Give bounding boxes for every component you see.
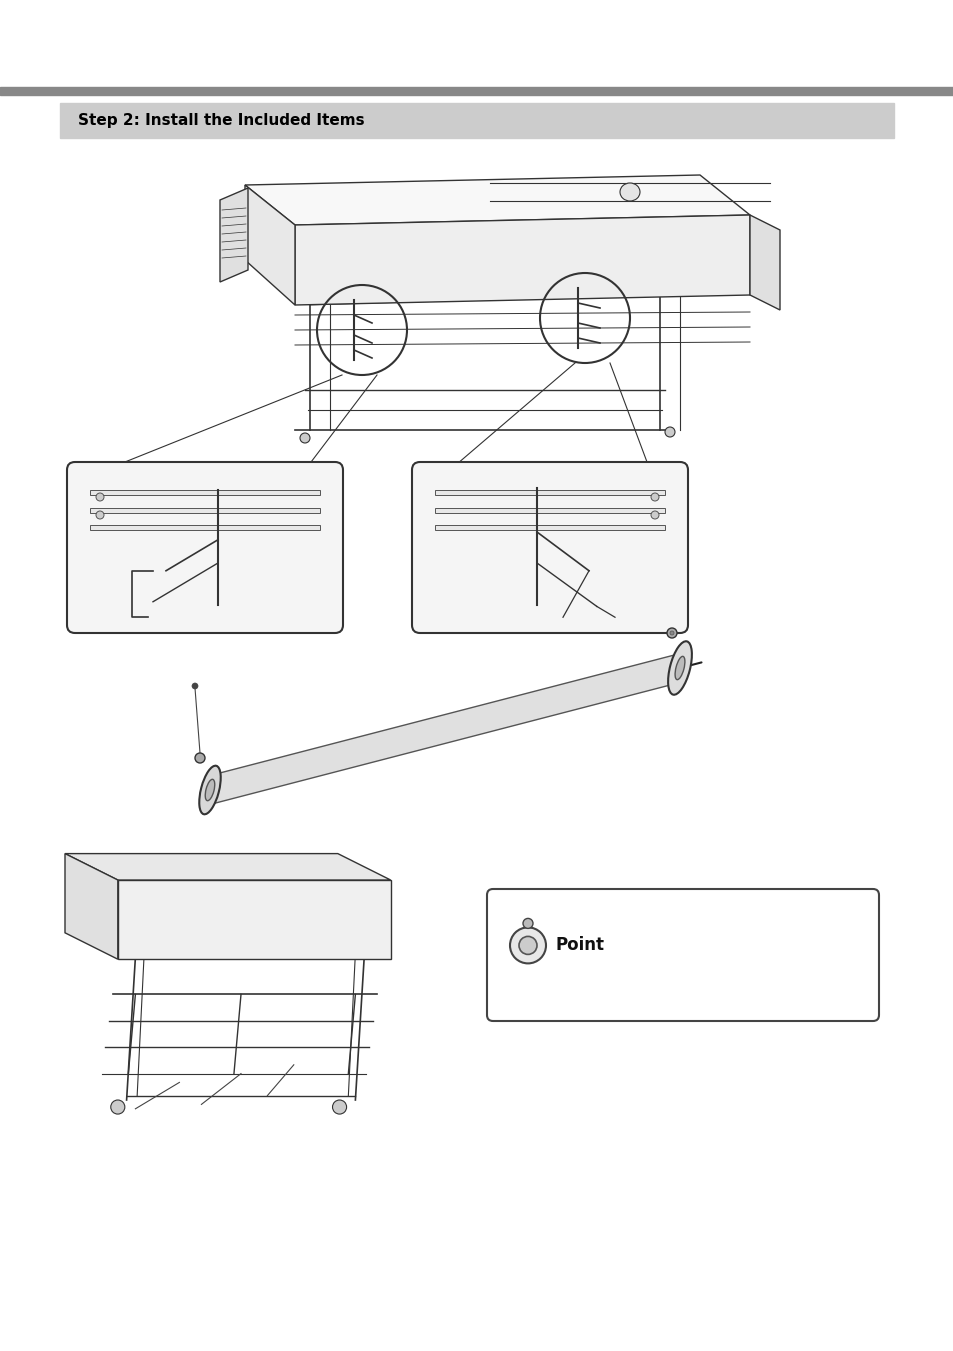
Polygon shape [294,215,749,305]
Circle shape [666,628,677,638]
FancyBboxPatch shape [486,889,878,1021]
Circle shape [669,631,673,635]
Ellipse shape [619,182,639,201]
Ellipse shape [675,657,684,680]
Polygon shape [245,185,294,305]
Bar [0,86,953,95]
Circle shape [510,927,545,963]
FancyBboxPatch shape [67,462,343,634]
Circle shape [111,1100,125,1115]
Text: Step 2: Install the Included Items: Step 2: Install the Included Items [78,113,364,128]
Ellipse shape [667,642,691,694]
Polygon shape [65,854,117,959]
Ellipse shape [199,766,220,815]
Polygon shape [749,215,780,309]
Circle shape [299,434,310,443]
Polygon shape [206,654,682,804]
Circle shape [96,511,104,519]
Text: Point: Point [556,936,604,954]
Polygon shape [220,188,248,282]
Bar [90,526,319,530]
Circle shape [650,493,659,501]
Circle shape [192,684,198,689]
Bar [90,508,319,513]
FancyBboxPatch shape [412,462,687,634]
Circle shape [650,511,659,519]
Circle shape [194,753,205,763]
Polygon shape [65,854,390,880]
Ellipse shape [205,780,214,801]
Circle shape [96,493,104,501]
Ellipse shape [201,777,218,804]
Bar [60,103,893,138]
Circle shape [333,1100,346,1115]
Polygon shape [245,176,749,226]
Polygon shape [117,880,390,959]
Circle shape [522,919,533,928]
Bar [435,508,664,513]
Circle shape [518,936,537,954]
Bar [90,490,319,494]
Bar [435,490,664,494]
Circle shape [664,427,675,436]
Bar [435,526,664,530]
